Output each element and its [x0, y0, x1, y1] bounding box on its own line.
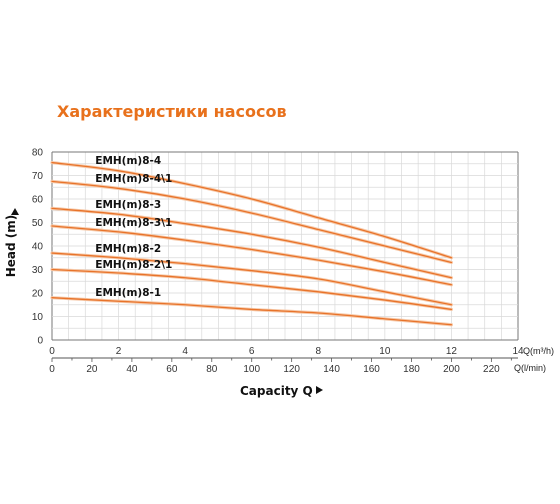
x2-tick-label: 180: [403, 364, 420, 375]
y-tick-label: 30: [32, 265, 44, 276]
chart-title: Характеристики насосов: [57, 102, 287, 121]
x2-tick-label: 40: [126, 364, 138, 375]
y-tick-label: 0: [37, 336, 43, 347]
y-tick-labels: 0 10 20 30 40 50 60 70 80: [32, 148, 44, 347]
series-labels: EMH(m)8-4 EMH(m)8-4\1 EMH(m)8-3 EMH(m)8-3\1…: [95, 155, 172, 299]
x2-tick-label: 0: [49, 364, 55, 375]
series-curve-core-4: [51, 225, 453, 286]
y-tick-label: 50: [32, 218, 44, 229]
x2-tick-label: 160: [363, 364, 380, 375]
y-tick-label: 80: [32, 148, 44, 159]
x-tick-label: 0: [49, 346, 55, 357]
series-curve-core-6: [51, 268, 453, 311]
y-tick-label: 60: [32, 195, 44, 206]
x-axis-arrow-icon: [316, 386, 323, 394]
series-curve-core-1: [51, 161, 453, 259]
x2-tick-label: 220: [483, 364, 500, 375]
series-label: EMH(m)8-2: [95, 243, 161, 255]
y-axis-arrow-icon: [11, 208, 19, 215]
x2-tick-label: 200: [443, 364, 460, 375]
x2-tick-label: 80: [206, 364, 218, 375]
x-tick-label: 6: [249, 346, 255, 357]
series-label: EMH(m)8-3: [95, 199, 161, 211]
series-curve-core-5: [51, 252, 453, 306]
series-label: EMH(m)8-4\1: [95, 173, 172, 185]
series-label: EMH(m)8-3\1: [95, 217, 172, 229]
x-axis-title: Capacity Q: [240, 384, 313, 398]
x2-tick-label: 120: [283, 364, 300, 375]
y-axis-title: Head (m): [4, 215, 18, 278]
x2-tick-label: 100: [243, 364, 260, 375]
x2-tick-label: 20: [86, 364, 98, 375]
series-curve-core-3: [51, 207, 453, 279]
series-curve-core-7: [51, 297, 453, 326]
x2-tick-label: 60: [166, 364, 178, 375]
y-tick-label: 40: [32, 242, 44, 253]
series-label: EMH(m)8-2\1: [95, 259, 172, 271]
x-units-label: Q(m³/h): [523, 346, 554, 356]
series-curve-core-2: [51, 180, 453, 264]
x-tick-labels: 0 2 4 6 8 10 12 14: [49, 346, 524, 357]
x2-units-label: Q(l/min): [514, 363, 546, 373]
y-tick-label: 70: [32, 171, 44, 182]
x-tick-label: 14: [512, 346, 524, 357]
y-tick-label: 10: [32, 312, 44, 323]
x2-axis: 0 20 40 60 80 100 120 140 160 180 200 220: [49, 357, 518, 375]
x-tick-label: 10: [379, 346, 391, 357]
x-tick-label: 4: [182, 346, 188, 357]
x-tick-label: 8: [316, 346, 322, 357]
y-tick-label: 20: [32, 289, 44, 300]
x-tick-label: 12: [446, 346, 458, 357]
x-tick-label: 2: [116, 346, 122, 357]
series-label: EMH(m)8-1: [95, 287, 161, 299]
x2-tick-label: 140: [323, 364, 340, 375]
series-label: EMH(m)8-4: [95, 155, 161, 167]
pump-curves: [50, 160, 454, 327]
